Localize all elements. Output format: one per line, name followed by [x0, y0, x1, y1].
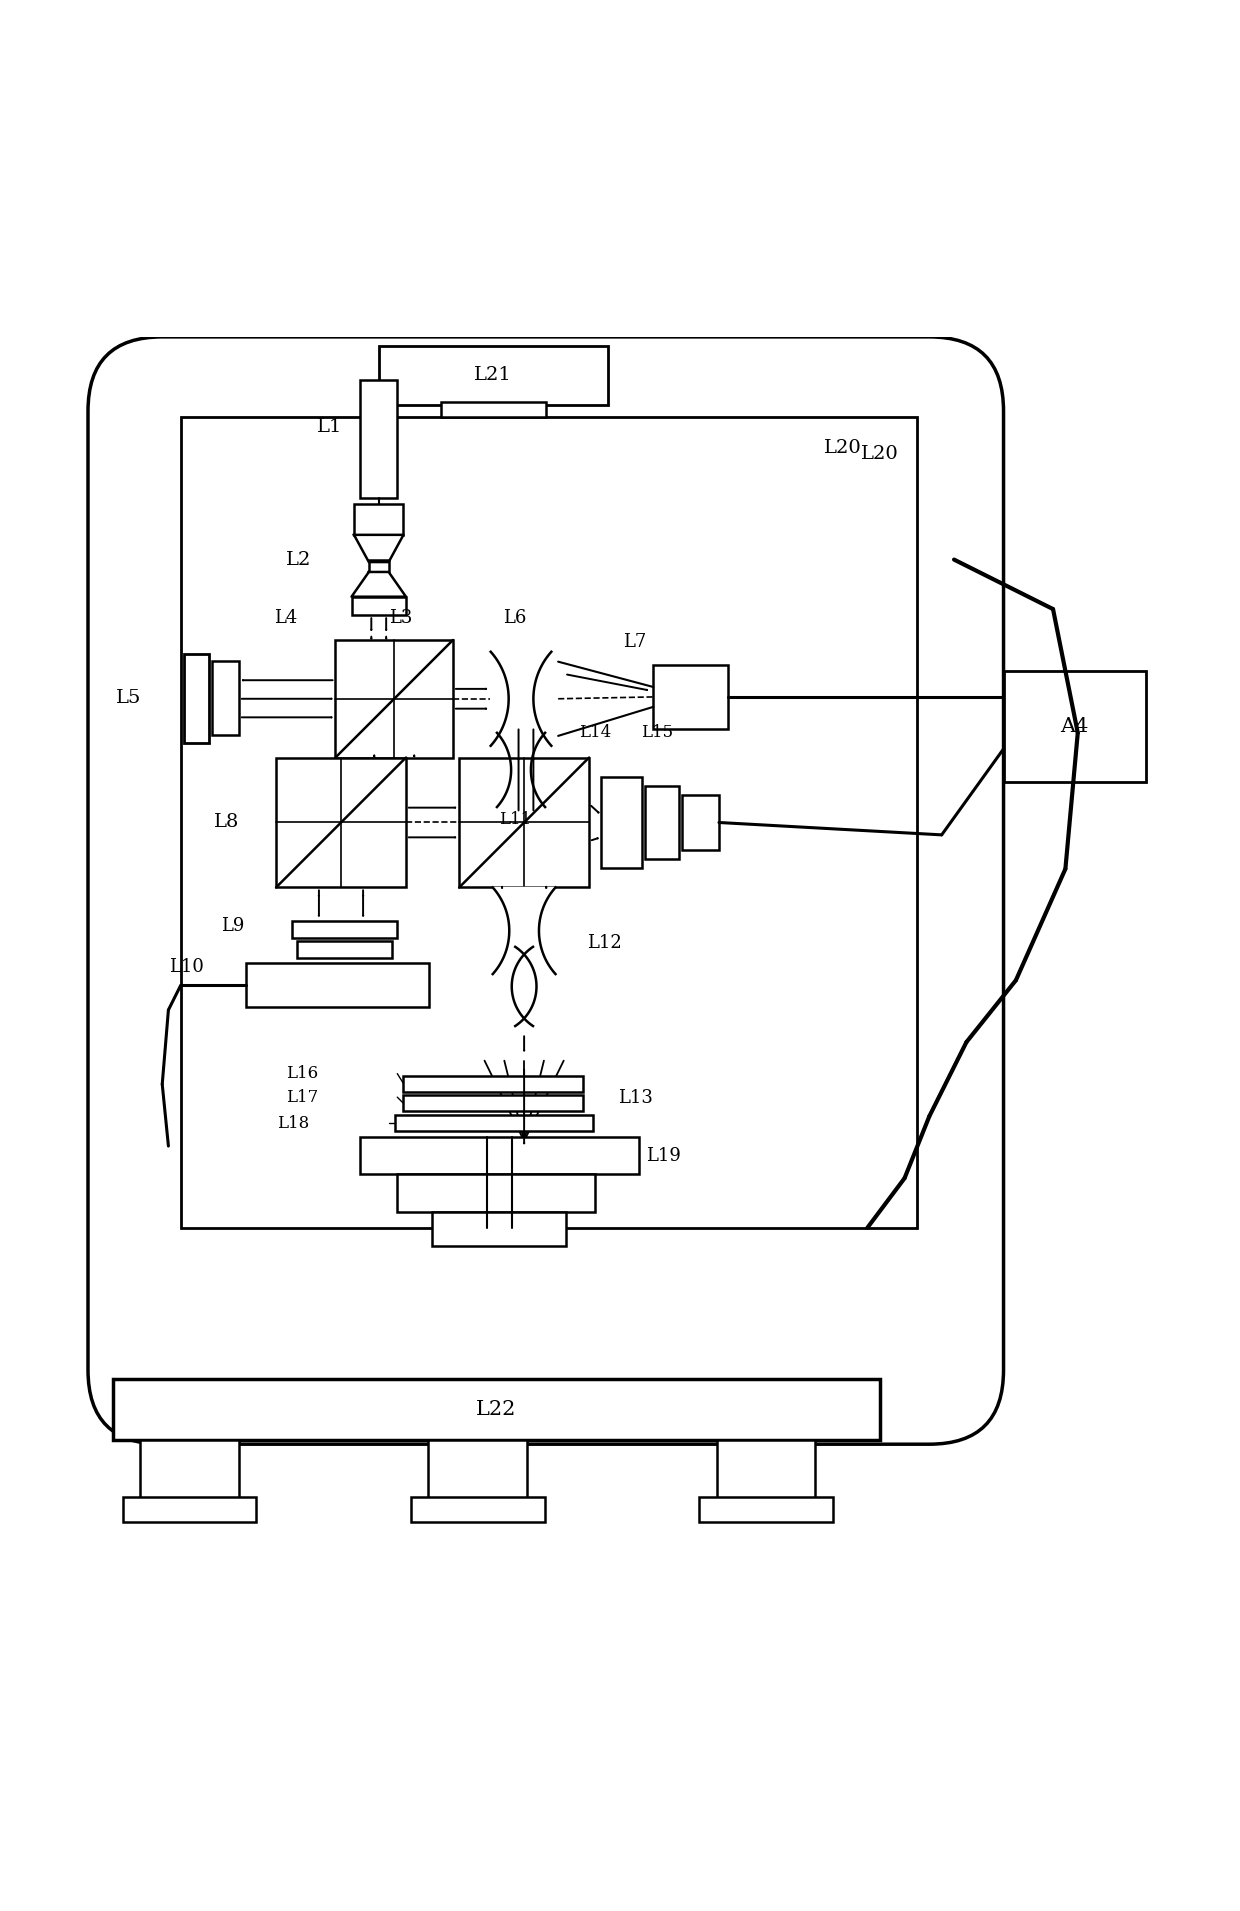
Text: L15: L15 — [641, 724, 673, 741]
Bar — [113, 1378, 880, 1441]
Text: L12: L12 — [588, 934, 622, 952]
Text: L20: L20 — [861, 445, 899, 464]
Text: L11: L11 — [498, 810, 531, 827]
Bar — [185, 654, 210, 743]
Bar — [277, 757, 405, 887]
Polygon shape — [512, 946, 537, 1026]
Text: L13: L13 — [618, 1089, 653, 1106]
Bar — [410, 1498, 544, 1523]
Bar — [360, 1137, 639, 1175]
Bar — [645, 785, 680, 858]
Bar — [440, 403, 546, 417]
Bar — [353, 505, 403, 535]
Text: L22: L22 — [476, 1401, 517, 1420]
Bar — [601, 778, 642, 868]
Text: L5: L5 — [117, 690, 141, 707]
Polygon shape — [497, 732, 546, 806]
Text: L20: L20 — [823, 440, 862, 457]
Text: A4: A4 — [1060, 717, 1089, 736]
Bar — [403, 1076, 583, 1091]
Bar — [653, 665, 728, 730]
Bar — [428, 1441, 527, 1500]
Bar — [212, 661, 239, 736]
Bar — [682, 795, 719, 850]
Bar — [459, 757, 589, 887]
Bar — [368, 560, 388, 571]
Text: L4: L4 — [274, 610, 298, 627]
Text: L7: L7 — [624, 633, 646, 652]
Bar — [378, 346, 608, 405]
Bar — [247, 963, 429, 1007]
Bar — [336, 640, 453, 757]
Bar — [123, 1498, 257, 1523]
Text: L2: L2 — [285, 550, 311, 569]
Bar — [293, 921, 397, 938]
Text: L16: L16 — [286, 1064, 319, 1082]
Text: L19: L19 — [646, 1147, 681, 1166]
Bar — [699, 1498, 833, 1523]
Bar — [403, 1095, 583, 1112]
Text: L10: L10 — [170, 957, 205, 977]
Bar — [717, 1441, 816, 1500]
Text: L21: L21 — [475, 367, 512, 384]
Bar — [394, 1116, 593, 1131]
Text: L8: L8 — [213, 814, 239, 831]
Text: L17: L17 — [286, 1089, 319, 1106]
Bar — [360, 380, 397, 497]
Text: L9: L9 — [221, 917, 244, 934]
Bar — [432, 1212, 565, 1246]
Polygon shape — [351, 571, 405, 596]
Bar — [351, 596, 405, 615]
Bar — [298, 940, 392, 957]
Bar — [1003, 671, 1146, 782]
Polygon shape — [492, 887, 556, 975]
Text: L6: L6 — [503, 610, 527, 627]
Bar — [181, 417, 916, 1227]
Polygon shape — [353, 535, 403, 562]
Text: L14: L14 — [579, 724, 611, 741]
Polygon shape — [491, 652, 552, 745]
Text: L18: L18 — [278, 1114, 310, 1131]
Bar — [140, 1441, 239, 1500]
Bar — [397, 1175, 595, 1212]
Text: L3: L3 — [388, 610, 412, 627]
Text: L1: L1 — [316, 419, 342, 436]
